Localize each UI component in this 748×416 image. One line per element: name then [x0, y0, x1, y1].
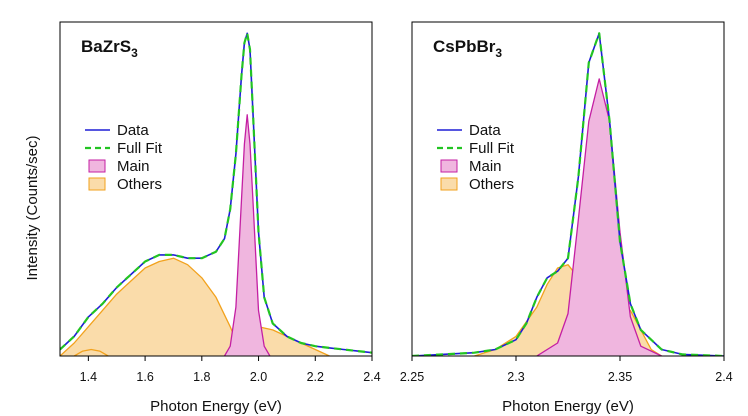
legend-label-main: Main — [117, 158, 150, 175]
series-others-area — [60, 258, 245, 356]
chart-title-subscript: 3 — [131, 46, 138, 60]
series-full-fit-line — [60, 32, 372, 354]
x-tick-label: 2.4 — [363, 370, 380, 384]
plot-area — [60, 32, 372, 356]
x-tick-label: 2.2 — [307, 370, 324, 384]
chart-panel-bazrs3: 1.4 1.6 1.8 2.0 2.2 2.4 Photon Energy (eV) BaZr… — [59, 21, 381, 415]
legend-label-others: Others — [469, 176, 514, 193]
series-full-fit-line — [412, 32, 724, 356]
plot-frame — [411, 21, 725, 357]
series-main-line — [536, 78, 662, 356]
chart-title: CsPbBr3 — [433, 37, 502, 60]
x-tick-label: 2.3 — [507, 370, 524, 384]
legend-label-main: Main — [469, 158, 502, 175]
chart-title: BaZrS3 — [81, 37, 138, 60]
series-main-line — [223, 114, 271, 356]
plot-area — [412, 32, 724, 356]
legend-label-full-fit: Full Fit — [469, 140, 515, 157]
legend-label-data: Data — [117, 122, 149, 139]
x-tick-label: 2.0 — [250, 370, 267, 384]
x-tick-label: 2.4 — [715, 370, 732, 384]
x-tick-label: 1.6 — [136, 370, 153, 384]
plot-frame — [59, 21, 373, 357]
legend-swatch-others — [88, 177, 106, 191]
legend-label-others: Others — [117, 176, 162, 193]
x-tick-label: 1.4 — [80, 370, 97, 384]
legend-swatch-main — [440, 159, 458, 173]
legend-swatch-others — [440, 177, 458, 191]
series-main-area — [536, 78, 662, 356]
legend-swatch-main — [88, 159, 106, 173]
series-others-line — [60, 257, 245, 356]
chart-title-subscript: 3 — [495, 46, 502, 60]
x-tick-label: 2.35 — [608, 370, 632, 384]
figure-y-axis-label: Intensity (Counts/sec) — [24, 135, 41, 280]
chart-panel-cspbbr3: 2.25 2.3 2.35 2.4 Photon Energy (eV) CsPbBr3 D… — [400, 21, 733, 415]
series-others-line — [73, 348, 109, 356]
x-tick-label: 1.8 — [193, 370, 210, 384]
x-axis-label: Photon Energy (eV) — [150, 398, 282, 415]
x-axis-label: Photon Energy (eV) — [502, 398, 634, 415]
legend-label-data: Data — [469, 122, 501, 139]
series-main-area — [224, 114, 270, 356]
x-tick-label: 2.25 — [400, 370, 424, 384]
legend-label-full-fit: Full Fit — [117, 140, 163, 157]
